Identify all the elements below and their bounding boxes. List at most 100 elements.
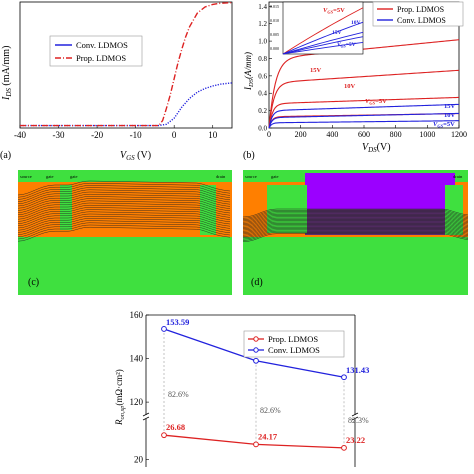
b-inset-curve-0 [282,7,364,55]
a-xtick-label: -20 [91,130,103,140]
b-inset-curve-4 [282,41,364,55]
e-legend-conv-marker [253,347,259,353]
e-prop-point-2 [341,444,347,451]
d-flow-line-16 [242,229,469,239]
b-prop-curve-2 [268,96,460,129]
d-flow-line-11 [242,223,469,232]
d-flow-line-17 [242,230,469,240]
b-inset-label-top: VGS=5V [323,7,345,15]
d-flow-line-6 [242,216,469,226]
b-inset-ytick-2: 0.010 [270,18,279,23]
b-inset-ytick-0: 0.000 [270,46,279,51]
b-xtick-label: 600 [358,130,370,139]
e-conv-point-2 [341,374,347,381]
e-ytick-label: 140 [130,354,144,364]
b-inset-label-mid2: 15V [332,30,342,36]
e-ylabel: Ron,sp(mΩ·cm²) [114,369,126,426]
c-flow-line-4 [17,189,231,205]
b-conv-curve-1 [268,112,460,129]
e-legend: Prop. LDMOS Conv. LDMOS [243,330,345,358]
c-flow-line-11 [17,204,231,220]
b-xtick-label: 200 [295,130,307,139]
b-inset-curve-3 [282,36,364,55]
d-flow-line-15 [242,228,469,237]
c-flow-line-15 [17,213,231,229]
c-gate-2: gate [70,174,78,179]
b-ytick-label: 0.4 [258,90,267,98]
c-flow-line-14 [17,211,231,227]
b-xtick-label: 1000 [419,130,435,139]
c-flow-line-16 [17,215,231,231]
b-prop-curve-0 [268,39,460,129]
d-flow-line-9 [242,220,469,229]
a-series-0 [20,82,233,127]
device-sim-c: source gate gate drain (c) [17,170,232,295]
c-flow-line-9 [17,200,231,216]
b-inset-label-bot: VGS=5V [337,42,356,49]
d-gate: gate [271,174,279,179]
d-flow-line-18 [242,232,469,241]
chart-b: 0 200 400 600 800 1000 1200 0.0 0.2 0.4 0.6 0.8 1.0 1… [243,1,467,160]
b-inset: 0.000 0.005 0.010 0.015 VGS=5V 10V 15V V… [270,1,364,55]
c-flow-line-21 [17,226,231,242]
e-prop-point-0 [161,432,167,439]
e-legend-prop: Prop. LDMOS [268,334,318,344]
c-flow-line-19 [17,222,231,238]
panel-d-label: (d) [251,277,263,288]
b-xtick-label: 0 [267,130,271,139]
d-flow-line-13 [242,225,469,235]
e-ytick-label: 120 [130,397,144,407]
c-flow-line-13 [17,209,231,224]
b-legend-prop: Prop. LDMOS [397,5,444,14]
c-flow-line-2 [17,185,231,200]
e-ytick-label: 160 [130,310,144,320]
b-ytick-label: 1.2 [258,20,267,28]
b-label-red-15: 15V [310,67,322,74]
b-inset-curve-1 [282,21,364,55]
c-flow-line-20 [17,224,231,240]
device-sim-d: source gate drain (d) [242,170,469,295]
c-source: source [20,174,32,179]
b-legend-conv: Conv. LDMOS [397,16,446,25]
e-percent-1: 82.6% [260,406,281,415]
d-flow-line-10 [242,221,469,231]
b-conv-curve-2 [268,120,460,129]
a-xtick-label: 0 [172,130,177,140]
e-conv-value-2: 131.43 [346,365,369,375]
d-drain: drain [453,174,463,179]
e-legend-conv: Conv. LDMOS [268,345,320,355]
b-ytick-label: 0.2 [258,107,267,115]
c-flow-line-5 [17,191,231,207]
c-gate-1: gate [46,174,54,179]
c-flow-line-12 [17,207,231,222]
a-xtick-label: -40 [14,130,26,140]
e-break-right [351,412,359,421]
e-prop-value-2: 23.22 [346,435,365,445]
c-flow-line-3 [17,187,231,202]
e-percent-0: 82.6% [168,390,189,399]
e-ytick-label: 20 [134,455,144,465]
b-xlabel: VDS(V) [362,142,391,154]
c-flow-line-10 [17,202,231,218]
e-conv-point-1 [253,357,259,364]
e-prop-value-0: 26.68 [166,422,185,432]
b-label-blue-10: 10V [444,112,456,119]
panel-b-label: (b) [243,150,255,160]
b-inset-ytick-1: 0.005 [270,32,279,37]
d-flow-line-5 [242,215,469,224]
c-flow-line-6 [17,193,231,209]
a-xtick-label: -30 [53,130,65,140]
b-label-red-10: 10V [344,83,356,90]
e-percent-2: 82.3% [348,416,369,425]
c-flow-line-7 [17,196,231,211]
c-flow-line-8 [17,198,231,213]
d-flow-line-19 [242,233,469,242]
a-xlabel: VGS (V) [120,150,151,160]
e-conv-value-0: 153.59 [166,317,189,327]
b-ytick-label: 1.4 [258,3,267,11]
a-xtick-label: 10 [208,130,218,140]
b-prop-curve-1 [268,69,460,129]
e-prop-point-1 [253,441,259,448]
b-ytick-label: 1.0 [258,38,267,46]
b-label-blue-5: VGS=5V [433,121,455,129]
